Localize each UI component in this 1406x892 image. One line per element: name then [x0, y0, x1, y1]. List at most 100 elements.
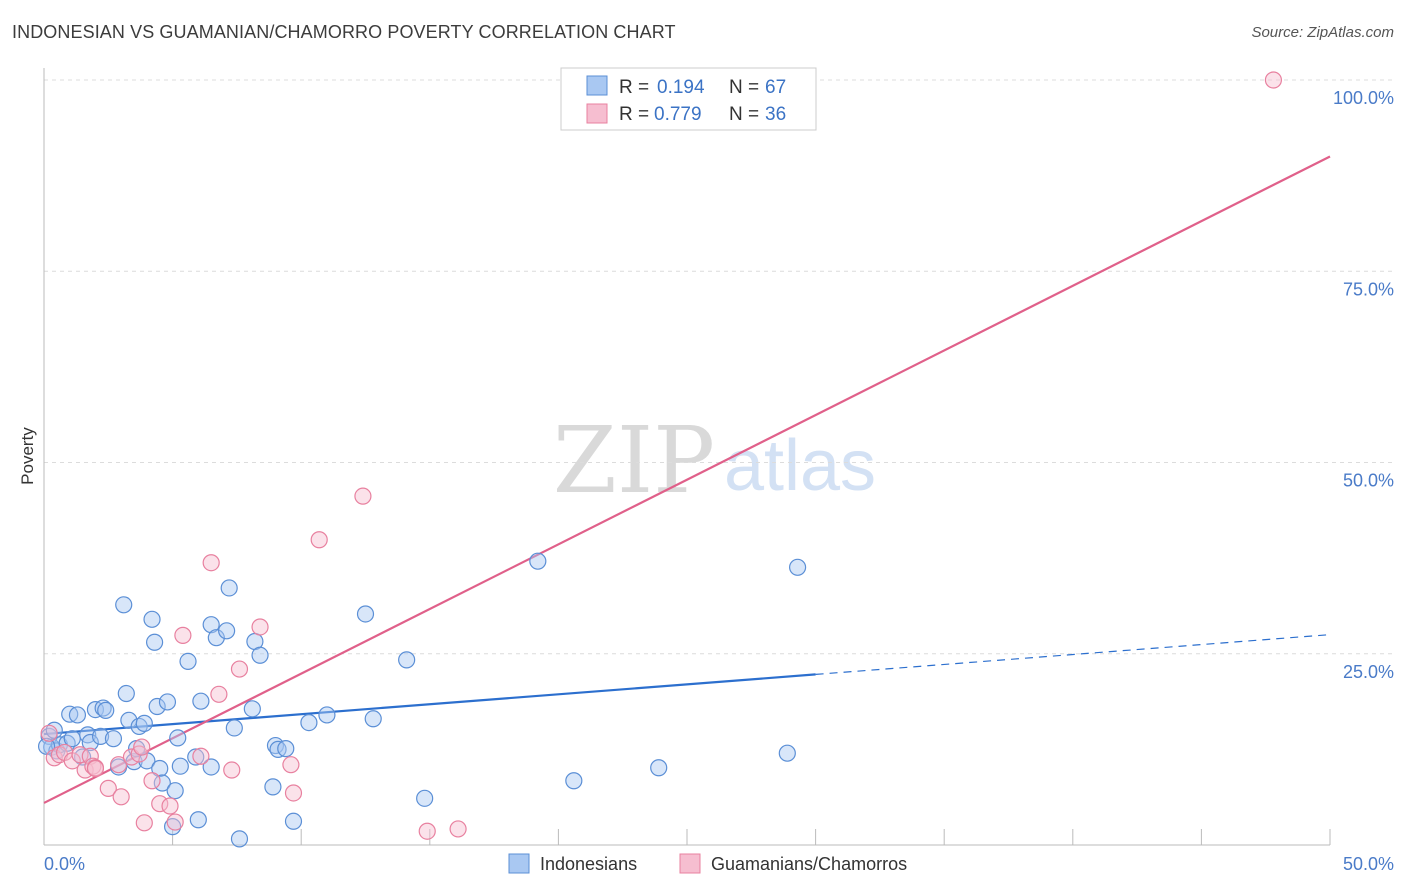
x-tick-label-min: 0.0%: [44, 854, 85, 874]
legend-swatch-indonesians: [586, 75, 608, 96]
guamanians-point-1: [45, 749, 63, 767]
bottom-legend-label-guamanians: Guamanians/Chamorros: [711, 854, 907, 874]
indonesians-point-10: [81, 733, 99, 752]
indonesians-point-23: [135, 714, 153, 732]
y-tick-label-50: 50.0%: [1343, 471, 1394, 491]
guamanians-point-34: [1264, 71, 1283, 89]
guamanians-point-0: [40, 724, 58, 742]
guamanians-point-24: [210, 685, 228, 703]
y-tick-label-100: 100.0%: [1333, 88, 1394, 108]
chart-title: INDONESIAN VS GUAMANIAN/CHAMORRO POVERTY…: [12, 22, 676, 42]
gridlines: [44, 79, 1392, 655]
indonesians-point-15: [104, 730, 123, 748]
indonesians-point-58: [398, 651, 416, 669]
indonesians-point-62: [650, 759, 668, 777]
watermark-zip: ZIP: [553, 407, 715, 514]
indonesians-point-52: [277, 740, 295, 758]
x-tick-label-max: 50.0%: [1343, 854, 1394, 874]
indonesians-point-42: [218, 622, 236, 640]
tick-labels: 25.0% 50.0% 75.0% 100.0% 0.0% 50.0%: [44, 88, 1394, 874]
guamanians-point-21: [174, 626, 192, 644]
indonesians-point-59: [416, 789, 434, 807]
indonesians-point-7: [68, 706, 87, 724]
guamanians-point-31: [354, 487, 372, 505]
guamanians-point-19: [161, 797, 179, 815]
bottom-legend-swatch-guamanians: [679, 853, 701, 874]
guamanians-point-16: [135, 814, 153, 832]
indonesians-point-28: [151, 759, 169, 778]
legend-n-value-indonesians: 67: [765, 77, 786, 98]
correlation-legend: R = 0.194 N = 67 R = 0.779 N = 36: [560, 67, 817, 131]
guamanians-point-35: [86, 759, 105, 778]
guamanians-point-10: [99, 779, 117, 797]
indonesians-point-49: [264, 778, 282, 796]
indonesians-point-63: [778, 744, 796, 762]
indonesians-point-33: [169, 729, 187, 747]
legend-r-label-guamanians: R =: [619, 104, 649, 125]
indonesians-point-48: [251, 646, 269, 664]
indonesians-trend-line: [43, 673, 816, 736]
legend-n-value-guamanians: 36: [765, 104, 786, 125]
indonesians-point-38: [192, 692, 210, 710]
guamanians-point-20: [166, 813, 184, 831]
indonesians-point-41: [207, 629, 225, 647]
indonesians-point-61: [565, 772, 583, 790]
guamanians-point-25: [223, 761, 241, 779]
guamanians-point-22: [192, 747, 210, 765]
bottom-legend-swatch-indonesians: [508, 853, 530, 874]
legend-r-value-guamanians: 0.779: [654, 104, 702, 125]
bottom-legend-label-indonesians: Indonesians: [540, 854, 637, 874]
source-credit: Source: ZipAtlas.com: [1251, 24, 1394, 41]
guamanians-point-32: [418, 822, 436, 840]
guamanians-point-11: [109, 756, 128, 774]
indonesians-point-26: [145, 633, 164, 651]
y-axis-label: Poverty: [18, 427, 37, 485]
indonesians-point-14: [97, 701, 115, 719]
indonesians-point-54: [300, 713, 318, 732]
indonesians-point-56: [356, 605, 375, 623]
indonesians-point-46: [243, 700, 261, 718]
indonesians-point-39: [202, 616, 220, 634]
indonesians-point-27: [148, 697, 166, 716]
indonesians-point-34: [171, 757, 189, 775]
guamanians-point-29: [284, 784, 303, 802]
legend-swatch-guamanians: [586, 103, 608, 124]
legend-r-value-indonesians: 0.194: [657, 77, 705, 98]
guamanians-point-28: [282, 756, 300, 774]
legend-r-label-indonesians: R =: [619, 77, 649, 98]
indonesians-point-57: [364, 710, 382, 728]
indonesians-point-22: [130, 717, 148, 736]
guamanians-point-14: [130, 745, 148, 763]
guamanians-point-23: [202, 554, 220, 572]
series-legend: Indonesians Guamanians/Chamorros: [508, 853, 907, 874]
legend-n-label-guamanians: N =: [729, 104, 759, 125]
scatter-points: [37, 71, 1283, 848]
guamanians-point-12: [112, 788, 130, 806]
indonesians-point-44: [225, 719, 243, 737]
indonesians-point-64: [788, 558, 807, 576]
indonesians-point-12: [91, 727, 110, 745]
guamanians-point-27: [251, 618, 269, 636]
guamanians-point-18: [151, 795, 169, 813]
indonesians-point-43: [220, 579, 238, 597]
indonesians-point-31: [164, 818, 182, 836]
indonesians-point-18: [115, 596, 133, 614]
guamanians-trend-line: [43, 155, 1331, 804]
legend-n-label-indonesians: N =: [729, 77, 759, 98]
indonesians-point-66: [45, 721, 63, 739]
y-tick-label-75: 75.0%: [1343, 279, 1394, 299]
y-tick-label-25: 25.0%: [1343, 662, 1394, 682]
guamanians-point-33: [449, 820, 467, 838]
trend-lines: [43, 155, 1331, 804]
guamanians-point-15: [133, 738, 151, 756]
watermark-atlas: atlas: [724, 426, 876, 506]
indonesians-point-29: [153, 774, 171, 792]
indonesians-point-37: [189, 811, 207, 829]
indonesians-point-40: [202, 758, 220, 776]
guamanians-point-17: [143, 772, 161, 790]
guamanians-point-30: [310, 531, 328, 549]
indonesians-point-36: [187, 748, 205, 766]
guamanians-point-26: [230, 660, 249, 678]
indonesians-point-17: [117, 684, 135, 703]
